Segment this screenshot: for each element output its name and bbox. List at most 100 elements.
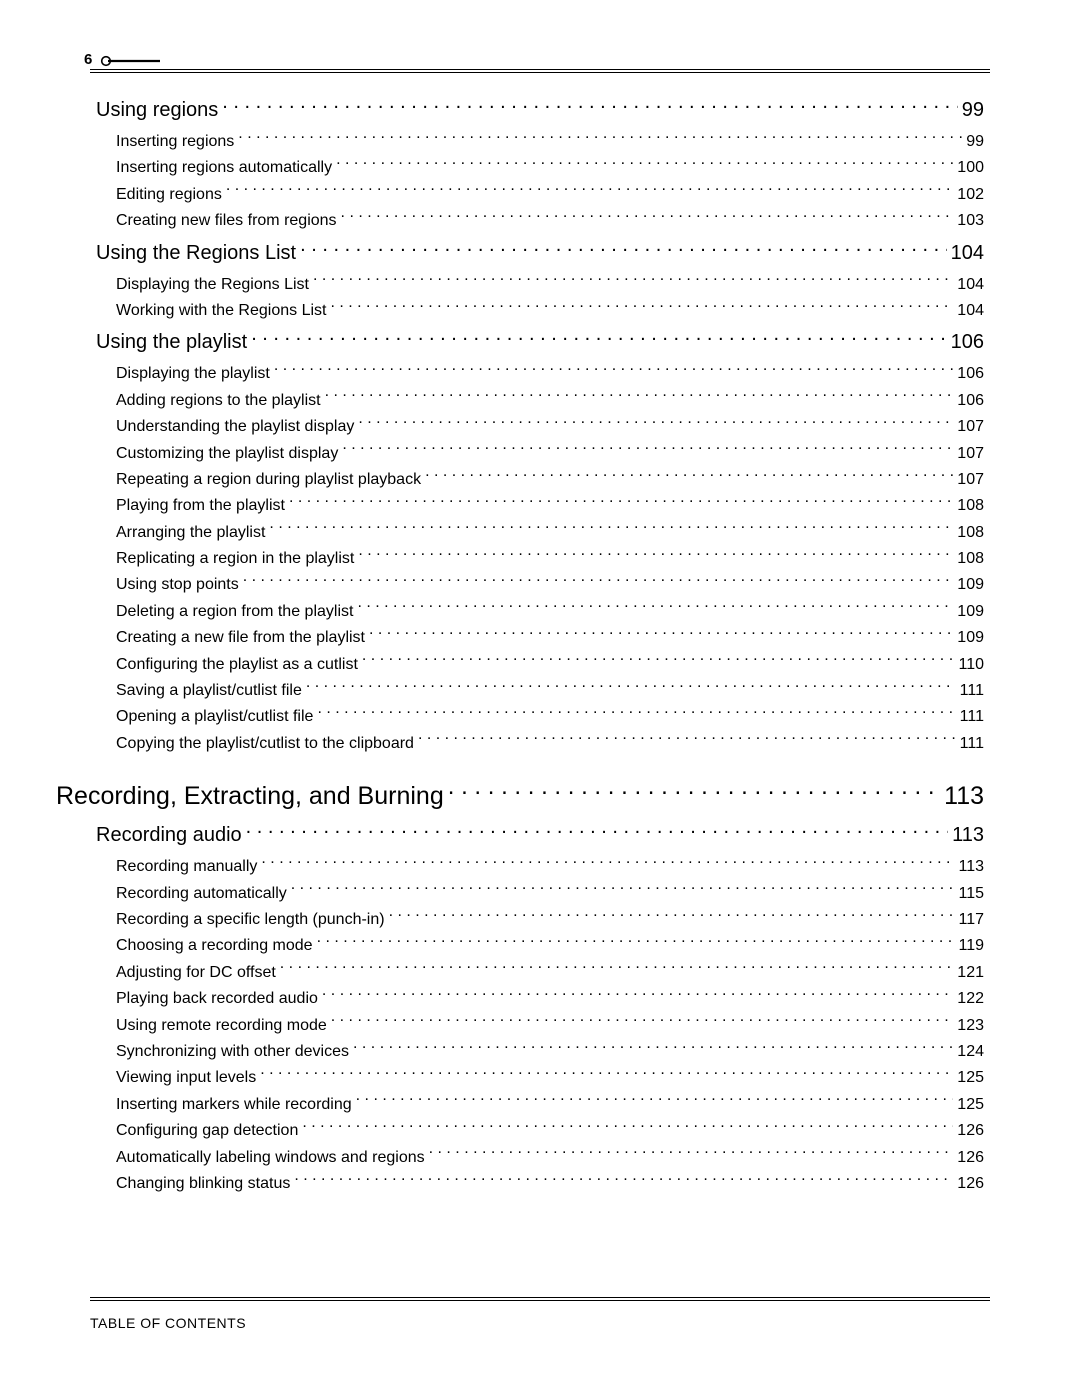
toc-entry[interactable]: Working with the Regions List104 xyxy=(116,299,984,322)
toc-entry[interactable]: Configuring the playlist as a cutlist 110 xyxy=(116,653,984,676)
toc-entry-page: 125 xyxy=(953,1067,984,1089)
toc-entry[interactable]: Copying the playlist/cutlist to the clip… xyxy=(116,732,984,755)
toc-entry[interactable]: Configuring gap detection 126 xyxy=(116,1119,984,1142)
toc-entry-label: Using remote recording mode xyxy=(116,1015,331,1037)
dot-leader xyxy=(425,468,953,484)
footer-rule xyxy=(90,1300,990,1301)
toc-entry-label: Configuring the playlist as a cutlist xyxy=(116,654,362,676)
toc-entry-label: Adding regions to the playlist xyxy=(116,390,325,412)
dot-leader xyxy=(341,209,954,225)
toc-entry-label: Recording audio xyxy=(96,824,246,847)
dot-leader xyxy=(317,705,955,721)
dot-leader xyxy=(246,821,948,841)
toc-entry[interactable]: Creating new files from regions103 xyxy=(116,209,984,232)
toc-entry-label: Copying the playlist/cutlist to the clip… xyxy=(116,733,418,755)
toc-entry[interactable]: Choosing a recording mode119 xyxy=(116,934,984,957)
toc-entry[interactable]: Using the playlist106 xyxy=(96,328,984,354)
toc-entry[interactable]: Automatically labeling windows and regio… xyxy=(116,1146,984,1169)
toc-entry-page: 110 xyxy=(954,654,984,676)
table-of-contents: Using regions99Inserting regions99Insert… xyxy=(90,96,990,1195)
toc-entry-label: Creating a new file from the playlist xyxy=(116,627,369,649)
toc-entry[interactable]: Adding regions to the playlist106 xyxy=(116,389,984,412)
toc-entry[interactable]: Saving a playlist/cutlist file111 xyxy=(116,679,984,702)
toc-entry[interactable]: Opening a playlist/cutlist file111 xyxy=(116,705,984,728)
toc-entry-page: 126 xyxy=(953,1147,984,1169)
toc-entry[interactable]: Playing back recorded audio122 xyxy=(116,987,984,1010)
toc-entry[interactable]: Synchronizing with other devices124 xyxy=(116,1040,984,1063)
dot-leader xyxy=(356,1093,954,1109)
header-rule xyxy=(90,69,990,70)
toc-entry[interactable]: Playing from the playlist108 xyxy=(116,494,984,517)
toc-entry[interactable]: Using regions99 xyxy=(96,96,984,122)
dot-leader xyxy=(317,934,955,950)
toc-entry[interactable]: Inserting regions automatically100 xyxy=(116,156,984,179)
toc-entry[interactable]: Viewing input levels 125 xyxy=(116,1066,984,1089)
toc-entry-page: 106 xyxy=(953,363,984,385)
dot-leader xyxy=(362,653,955,669)
toc-entry-label: Using the playlist xyxy=(96,331,251,354)
toc-entry-page: 108 xyxy=(953,548,984,570)
toc-entry-label: Automatically labeling windows and regio… xyxy=(116,1147,429,1169)
header-rule xyxy=(90,72,990,73)
dot-leader xyxy=(357,600,953,616)
toc-entry[interactable]: Inserting regions99 xyxy=(116,130,984,153)
toc-entry[interactable]: Changing blinking status126 xyxy=(116,1172,984,1195)
toc-entry-page: 117 xyxy=(954,909,984,931)
toc-entry-label: Using regions xyxy=(96,99,222,122)
toc-entry-label: Understanding the playlist display xyxy=(116,416,358,438)
dot-leader xyxy=(302,1119,953,1135)
dot-leader xyxy=(325,389,954,405)
toc-entry[interactable]: Deleting a region from the playlist109 xyxy=(116,600,984,623)
toc-entry-label: Synchronizing with other devices xyxy=(116,1041,353,1063)
dot-leader xyxy=(429,1146,954,1162)
toc-entry[interactable]: Using remote recording mode 123 xyxy=(116,1014,984,1037)
toc-entry-page: 126 xyxy=(953,1120,984,1142)
toc-entry-page: 99 xyxy=(962,131,984,153)
toc-entry-label: Displaying the Regions List xyxy=(116,274,313,296)
toc-entry[interactable]: Displaying the Regions List104 xyxy=(116,273,984,296)
dot-leader xyxy=(342,442,953,458)
toc-entry[interactable]: Replicating a region in the playlist108 xyxy=(116,547,984,570)
toc-entry[interactable]: Using stop points109 xyxy=(116,573,984,596)
toc-entry-page: 111 xyxy=(956,706,984,728)
page-footer: TABLE OF CONTENTS xyxy=(90,1297,990,1331)
toc-entry[interactable]: Recording manually113 xyxy=(116,855,984,878)
toc-entry[interactable]: Recording, Extracting, and Burning113 xyxy=(56,779,984,811)
dot-leader xyxy=(261,855,954,871)
toc-entry[interactable]: Editing regions102 xyxy=(116,183,984,206)
dot-leader xyxy=(260,1066,953,1082)
toc-entry-page: 113 xyxy=(954,856,984,878)
toc-entry[interactable]: Inserting markers while recording125 xyxy=(116,1093,984,1116)
dot-leader xyxy=(274,362,953,378)
toc-entry[interactable]: Recording a specific length (punch-in)11… xyxy=(116,908,984,931)
toc-entry[interactable]: Repeating a region during playlist playb… xyxy=(116,468,984,491)
toc-entry-page: 119 xyxy=(954,935,984,957)
toc-entry-label: Using the Regions List xyxy=(96,242,300,265)
toc-entry[interactable]: Using the Regions List104 xyxy=(96,239,984,265)
dot-leader xyxy=(226,183,953,199)
toc-entry[interactable]: Adjusting for DC offset121 xyxy=(116,961,984,984)
toc-entry-label: Recording, Extracting, and Burning xyxy=(56,782,448,811)
dot-leader xyxy=(313,273,953,289)
toc-entry-label: Configuring gap detection xyxy=(116,1120,302,1142)
toc-entry-page: 123 xyxy=(953,1015,984,1037)
toc-entry-label: Inserting regions automatically xyxy=(116,157,336,179)
toc-entry-page: 111 xyxy=(956,680,984,702)
toc-entry[interactable]: Recording audio113 xyxy=(96,821,984,847)
dot-leader xyxy=(243,573,954,589)
toc-entry-label: Viewing input levels xyxy=(116,1067,260,1089)
dot-leader xyxy=(251,328,946,348)
toc-entry-page: 125 xyxy=(953,1094,984,1116)
toc-entry[interactable]: Arranging the playlist108 xyxy=(116,521,984,544)
toc-entry-page: 107 xyxy=(953,416,984,438)
toc-entry[interactable]: Creating a new file from the playlist109 xyxy=(116,626,984,649)
footer-rule xyxy=(90,1297,990,1298)
toc-entry[interactable]: Customizing the playlist display107 xyxy=(116,442,984,465)
toc-entry[interactable]: Recording automatically115 xyxy=(116,882,984,905)
toc-entry[interactable]: Displaying the playlist106 xyxy=(116,362,984,385)
toc-entry[interactable]: Understanding the playlist display 107 xyxy=(116,415,984,438)
toc-entry-page: 108 xyxy=(953,495,984,517)
dot-leader xyxy=(300,239,947,259)
toc-entry-page: 104 xyxy=(953,300,984,322)
toc-entry-label: Changing blinking status xyxy=(116,1173,294,1195)
